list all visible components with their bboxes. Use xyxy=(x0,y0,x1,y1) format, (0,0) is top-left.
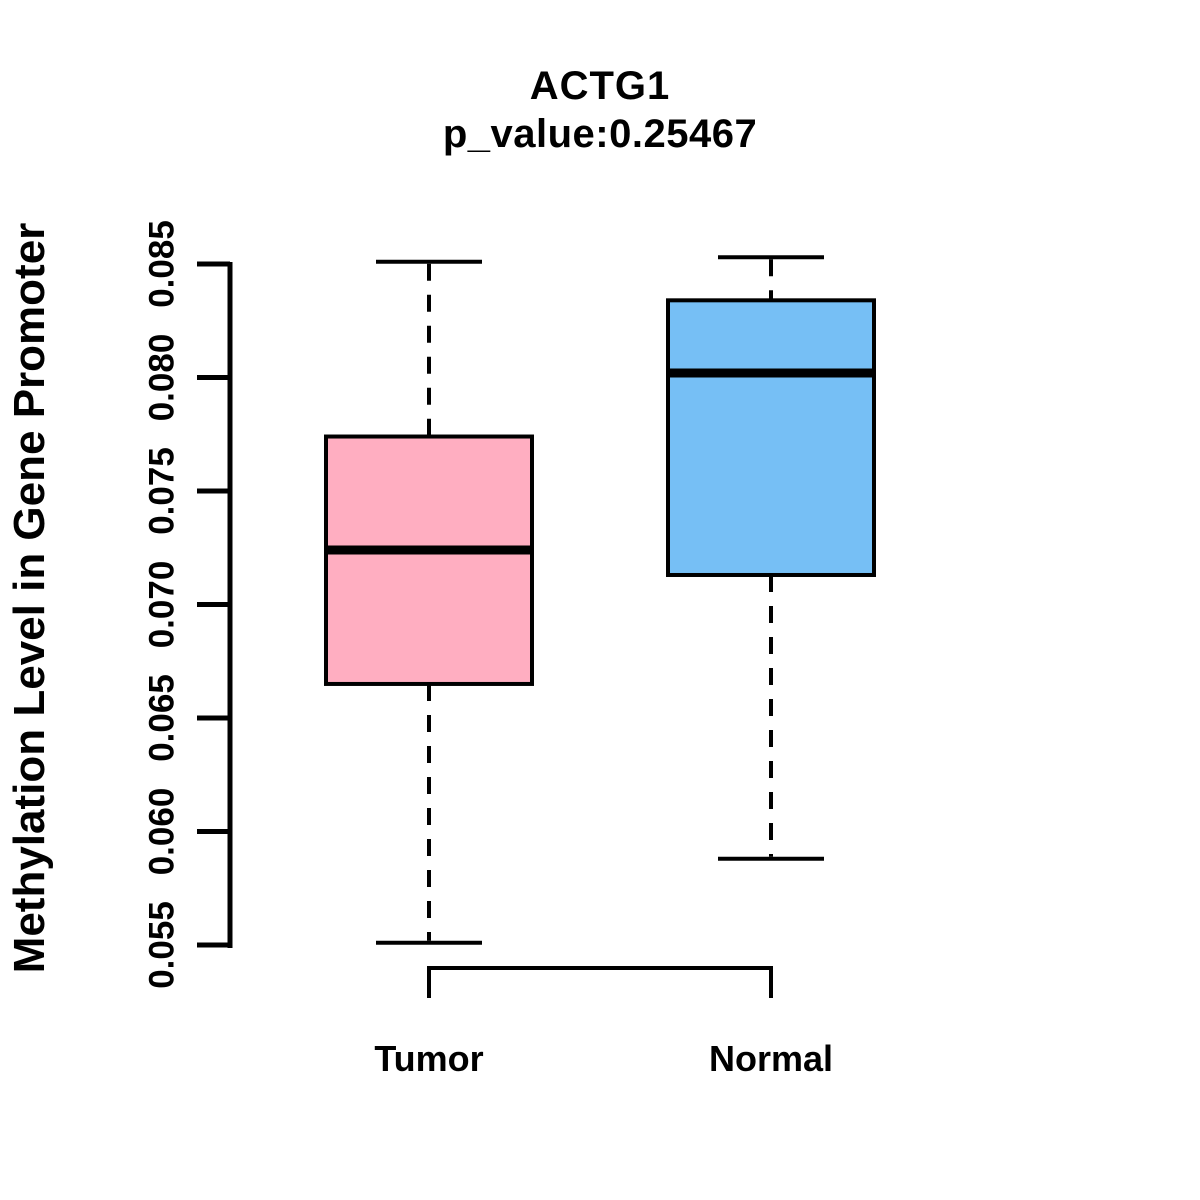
chart-subtitle-pvalue: p_value:0.25467 xyxy=(442,112,758,156)
x-category-label-normal: Normal xyxy=(708,1038,834,1079)
title-block: ACTG1 p_value:0.25467 xyxy=(230,62,970,158)
box-tumor xyxy=(324,434,534,686)
x-category-label-tumor: Tumor xyxy=(374,1038,484,1079)
y-axis-tick-label: 0.075 xyxy=(143,447,182,535)
y-axis-tick-label: 0.055 xyxy=(143,901,182,989)
y-axis-tick-label: 0.070 xyxy=(143,561,182,649)
box-normal xyxy=(666,298,876,577)
y-axis-tick-label: 0.065 xyxy=(143,674,182,762)
y-axis-tick-label: 0.080 xyxy=(143,334,182,422)
y-axis-tick-label: 0.060 xyxy=(143,788,182,876)
chart-title: ACTG1 xyxy=(529,64,671,108)
y-axis-tick-label: 0.085 xyxy=(143,220,182,308)
